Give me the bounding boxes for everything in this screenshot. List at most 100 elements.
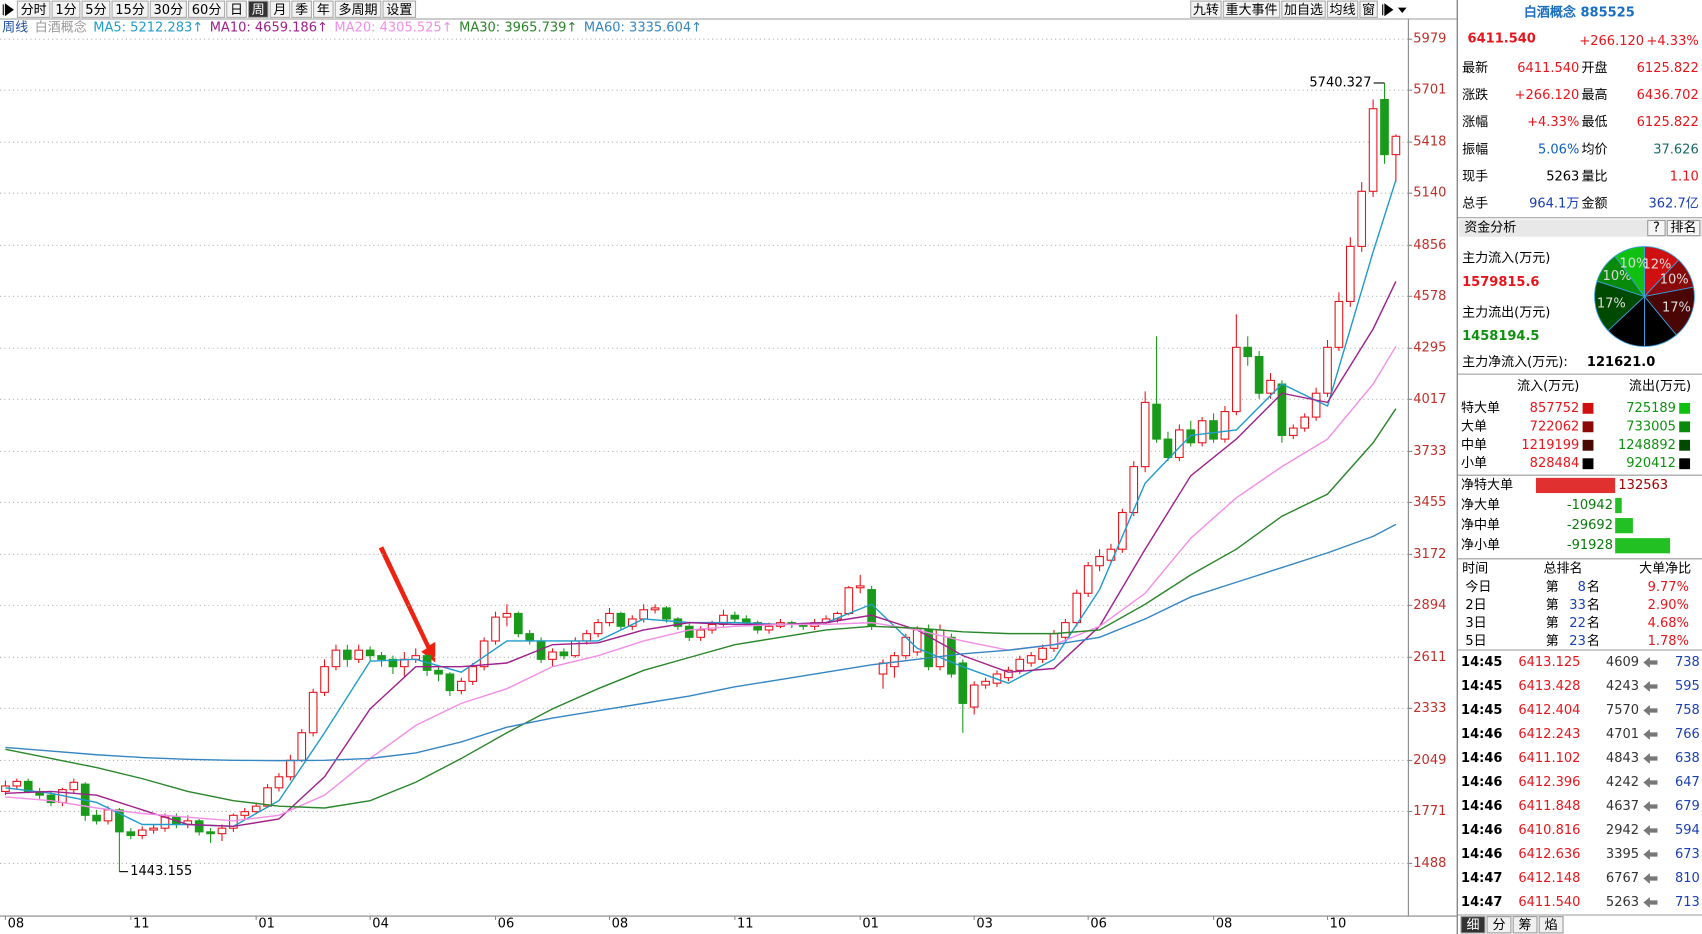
panel-dividers [1457, 217, 1702, 916]
panel-tab-label: 焰 [1545, 918, 1558, 933]
tick-time: 14:46 [1461, 751, 1502, 766]
toolbar-button[interactable] [16, 0, 51, 18]
tick-arrow [1643, 873, 1658, 884]
y-tick-label: 3172 [1413, 547, 1446, 562]
candle-body [1254, 355, 1264, 394]
toolbar-button[interactable] [334, 0, 382, 18]
toolbar-button[interactable] [1222, 0, 1281, 18]
tick-volume: 7570 [1606, 703, 1639, 718]
candle-body [1004, 669, 1013, 679]
candle-body [730, 614, 740, 620]
tick-arrow [1643, 801, 1658, 812]
candle-body [969, 684, 979, 708]
y-tick-label: 4295 [1413, 341, 1446, 356]
toolbar-icon[interactable] [1397, 7, 1407, 14]
candle-body [445, 673, 455, 692]
candle-body [1026, 655, 1036, 664]
x-tick-label: 01 [862, 917, 879, 932]
toolbar-button[interactable] [51, 0, 81, 18]
help-button[interactable] [1647, 219, 1666, 237]
candle-body [297, 732, 307, 761]
candle-body [1277, 383, 1287, 436]
panel-tab[interactable] [1486, 916, 1512, 934]
candle-body [194, 820, 204, 833]
flow-out-swatch [1679, 458, 1691, 470]
candle-body [1095, 556, 1104, 567]
net-inflow-label: 主力净流入(万元): [1462, 355, 1568, 370]
tick-price: 6412.396 [1518, 775, 1580, 790]
rank-header: 大单净比 [1639, 562, 1691, 577]
candle-body [92, 814, 101, 822]
net-label: 净中单 [1461, 518, 1500, 533]
toolbar-button-label: 日 [230, 3, 243, 18]
panel-tab[interactable] [1460, 916, 1486, 934]
outflow-value: 1458194.5 [1462, 329, 1539, 344]
rank-period: 3日 [1465, 616, 1486, 631]
rank-period: 今日 [1465, 579, 1491, 595]
toolbar-icon[interactable] [1382, 3, 1394, 17]
x-tick-label: 10 [1330, 917, 1347, 932]
tick-volume: 4609 [1606, 655, 1639, 670]
toolbar-button-label: 多周期 [339, 2, 378, 18]
y-tick-label: 3733 [1413, 444, 1446, 459]
tick-price: 6411.848 [1518, 799, 1580, 814]
panel-tab[interactable] [1512, 916, 1538, 934]
tick-arrow [1643, 777, 1658, 788]
toolbar-button[interactable] [247, 0, 269, 18]
toolbar-button-label: 设置 [386, 3, 412, 18]
change: +266.120 [1579, 34, 1644, 49]
rank-number: 33 [1569, 598, 1586, 613]
panel-tab-label: 细 [1466, 918, 1479, 933]
toolbar-button[interactable] [269, 0, 291, 18]
candle-body [160, 816, 170, 829]
rank-button[interactable] [1666, 219, 1701, 237]
quote-label: 最高 [1582, 87, 1608, 103]
quote-label: 涨幅 [1462, 115, 1488, 130]
toolbar-button[interactable] [1326, 0, 1359, 18]
candle-body [753, 622, 762, 631]
candle-body [1209, 420, 1218, 440]
y-tick-label: 4856 [1413, 238, 1446, 253]
tick-count: 647 [1675, 775, 1700, 790]
toolbar-button[interactable] [291, 0, 312, 18]
tick-count: 810 [1675, 871, 1700, 886]
x-tick-label: 08 [612, 917, 629, 932]
toolbar-button[interactable] [226, 0, 247, 18]
candle-body [217, 827, 227, 835]
candle-body [1163, 438, 1173, 458]
quote-label: 最低 [1582, 115, 1608, 130]
candle-body [115, 809, 124, 833]
tick-count: 758 [1675, 703, 1700, 718]
toolbar-button[interactable] [1281, 0, 1326, 18]
quote-label: 最新 [1462, 60, 1488, 76]
y-tick-label: 3455 [1413, 495, 1446, 510]
candle-body [981, 680, 990, 686]
candle-body [491, 616, 500, 642]
toolbar-button[interactable] [1359, 0, 1378, 18]
candle-body [1140, 401, 1150, 468]
y-tick-label: 4578 [1413, 289, 1446, 304]
tick-time: 14:45 [1461, 655, 1502, 670]
tick-price: 6411.540 [1518, 895, 1580, 910]
rank-header: 总排名 [1544, 561, 1583, 577]
toolbar-button[interactable] [313, 0, 334, 18]
flow-out: 733005 [1626, 419, 1676, 434]
toolbar-button[interactable] [187, 0, 226, 18]
candle-body [1118, 511, 1127, 550]
candle-body [1266, 379, 1275, 394]
toolbar-button[interactable] [1190, 0, 1222, 18]
rank-pre: 第 [1546, 597, 1559, 613]
net-label: 净小单 [1461, 538, 1500, 553]
panel-tab[interactable] [1538, 916, 1564, 934]
toolbar-button[interactable] [81, 0, 111, 18]
y-tick-label: 5418 [1413, 135, 1446, 150]
toolbar-button[interactable] [149, 0, 187, 18]
toolbar-button-label: 窗 [1362, 2, 1375, 18]
toolbar-button[interactable] [382, 0, 417, 18]
y-tick-label: 2611 [1413, 650, 1446, 665]
toolbar-button[interactable] [111, 0, 149, 18]
net-label: 净特大单 [1461, 478, 1513, 493]
panel-tab-label: 筹 [1519, 917, 1532, 933]
